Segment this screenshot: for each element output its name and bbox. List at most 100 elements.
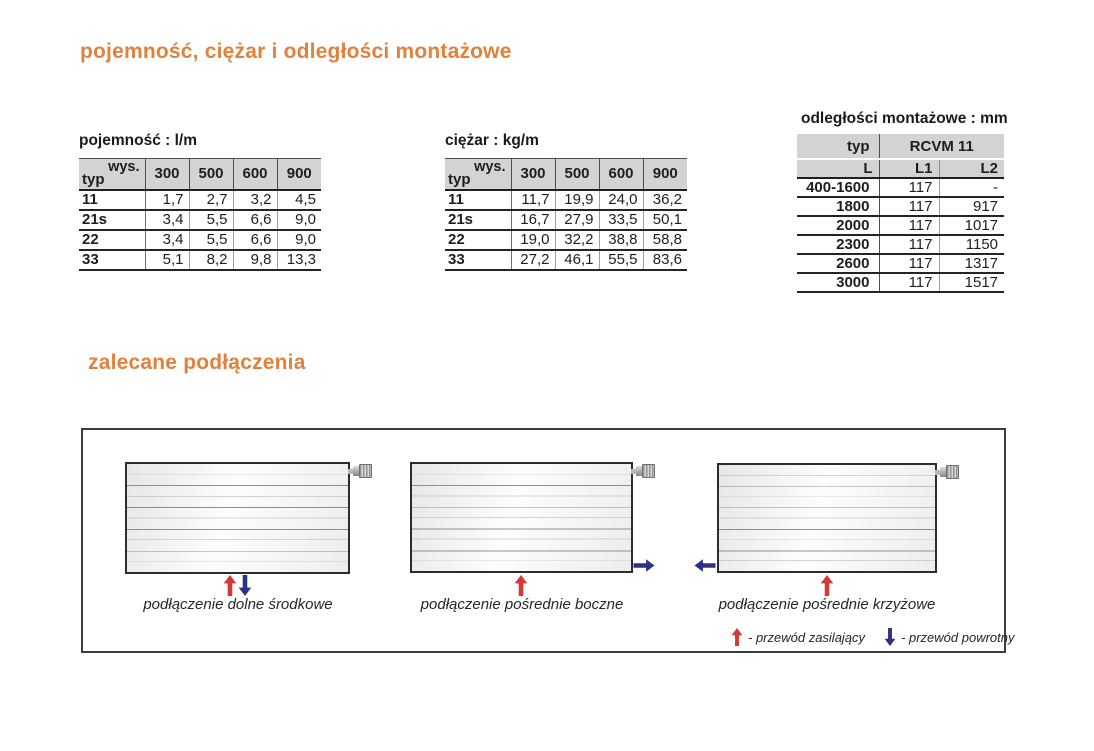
cell: 19,0 xyxy=(510,229,555,251)
cell: 33,5 xyxy=(598,209,643,231)
cell: 27,9 xyxy=(554,209,599,231)
cell: 117 xyxy=(878,216,939,236)
table-row: 400-1600 117 - xyxy=(797,178,1005,198)
cell: 8,2 xyxy=(188,249,233,271)
diagram-caption: podłączenie pośrednie krzyżowe xyxy=(718,596,936,613)
corner-label-wys: wys. xyxy=(474,159,506,175)
return-arrow-icon xyxy=(633,559,655,573)
table-row: 3000 117 1517 xyxy=(797,273,1005,293)
table-row: 21s 3,4 5,5 6,6 9,0 xyxy=(79,209,321,231)
header-row: wys. typ 300 500 600 900 xyxy=(445,158,687,191)
legend-return-label: - przewód powrotny xyxy=(901,629,1015,645)
row-label: 22 xyxy=(445,229,511,251)
cell: 1517 xyxy=(938,273,1005,293)
cell: 55,5 xyxy=(598,249,643,271)
weight-table: wys. typ 300 500 600 900 11 11,7 19,9 24… xyxy=(445,158,687,271)
cell: 9,0 xyxy=(276,209,321,231)
row-label: 2300 xyxy=(797,235,879,255)
cell: 1017 xyxy=(938,216,1005,236)
diagram-caption: podłączenie dolne środkowe xyxy=(143,596,333,613)
supply-arrow-icon xyxy=(223,575,237,596)
table-row: 22 3,4 5,5 6,6 9,0 xyxy=(79,229,321,251)
cell: 117 xyxy=(878,273,939,293)
column-header: 900 xyxy=(276,158,321,191)
return-arrow-icon xyxy=(884,628,896,646)
row-label: 33 xyxy=(79,249,145,271)
column-header-L: L xyxy=(797,159,879,179)
row-label: 2600 xyxy=(797,254,879,274)
cell: 9,8 xyxy=(232,249,277,271)
row-label: 1800 xyxy=(797,197,879,217)
valve-icon xyxy=(348,464,372,478)
column-header: 900 xyxy=(642,158,687,191)
radiator-diagram xyxy=(125,462,372,574)
legend-supply-label: - przewód zasilający xyxy=(748,629,866,645)
diagram-caption: podłączenie pośrednie boczne xyxy=(420,596,624,613)
table-row: 1800 117 917 xyxy=(797,197,1005,217)
column-header-L2: L2 xyxy=(938,159,1005,179)
cell: - xyxy=(938,178,1005,198)
row-label: 3000 xyxy=(797,273,879,293)
capacity-table: wys. typ 300 500 600 900 11 1,7 2,7 3,2 … xyxy=(79,158,321,271)
row-label: 21s xyxy=(79,209,145,231)
table-row: 11 11,7 19,9 24,0 36,2 xyxy=(445,189,687,211)
cell: 5,5 xyxy=(188,229,233,251)
page-title: pojemność, ciężar i odległości montażowe xyxy=(80,40,512,63)
header-row: typ RCVM 11 xyxy=(797,134,1005,160)
cell: 4,5 xyxy=(276,189,321,211)
cell: 24,0 xyxy=(598,189,643,211)
cell: 1150 xyxy=(938,235,1005,255)
cell: 27,2 xyxy=(510,249,555,271)
cell: 16,7 xyxy=(510,209,555,231)
table-row: 11 1,7 2,7 3,2 4,5 xyxy=(79,189,321,211)
valve-icon xyxy=(631,464,655,478)
section-title-connections: zalecane podłączenia xyxy=(88,351,306,374)
corner-label-typ: typ xyxy=(448,170,471,188)
mounting-table: typ RCVM 11 L L1 L2 400-1600 117 - 1800 … xyxy=(797,134,1005,293)
column-header-L1: L1 xyxy=(878,159,939,179)
corner-cell: wys. typ xyxy=(445,158,511,191)
cell: 32,2 xyxy=(554,229,599,251)
cell: 6,6 xyxy=(232,209,277,231)
cell: 36,2 xyxy=(642,189,687,211)
cell: 1317 xyxy=(938,254,1005,274)
cell: 3,4 xyxy=(144,209,189,231)
column-header-model: RCVM 11 xyxy=(878,134,1005,160)
cell: 11,7 xyxy=(510,189,555,211)
cell: 50,1 xyxy=(642,209,687,231)
column-header: 600 xyxy=(232,158,277,191)
weight-table-block: ciężar : kg/m wys. typ 300 500 600 900 1… xyxy=(445,133,687,271)
table-row: 33 27,2 46,1 55,5 83,6 xyxy=(445,249,687,271)
subheader-row: L L1 L2 xyxy=(797,159,1005,179)
capacity-table-block: pojemność : l/m wys. typ 300 500 600 900… xyxy=(79,133,321,271)
radiator-diagram xyxy=(410,462,655,573)
cell: 117 xyxy=(878,254,939,274)
table-row: 2600 117 1317 xyxy=(797,254,1005,274)
cell: 117 xyxy=(878,197,939,217)
column-header: 600 xyxy=(598,158,643,191)
cell: 1,7 xyxy=(144,189,189,211)
row-label: 11 xyxy=(445,189,511,211)
weight-table-label: ciężar : kg/m xyxy=(445,132,539,149)
cell: 3,2 xyxy=(232,189,277,211)
row-label: 400-1600 xyxy=(797,178,879,198)
column-header: 500 xyxy=(554,158,599,191)
header-row: wys. typ 300 500 600 900 xyxy=(79,158,321,191)
row-label: 2000 xyxy=(797,216,879,236)
column-header: 500 xyxy=(188,158,233,191)
mounting-table-label: odległości montażowe : mm xyxy=(801,110,1008,127)
corner-cell: wys. typ xyxy=(79,158,145,191)
table-row: 33 5,1 8,2 9,8 13,3 xyxy=(79,249,321,271)
return-arrow-icon xyxy=(694,559,716,573)
cell: 2,7 xyxy=(188,189,233,211)
cell: 19,9 xyxy=(554,189,599,211)
cell: 5,1 xyxy=(144,249,189,271)
corner-label-wys: wys. xyxy=(108,159,140,175)
supply-arrow-icon xyxy=(820,575,834,596)
mounting-table-block: odległości montażowe : mm typ RCVM 11 L … xyxy=(797,110,1008,293)
cell: 3,4 xyxy=(144,229,189,251)
cell: 46,1 xyxy=(554,249,599,271)
table-row: 22 19,0 32,2 38,8 58,8 xyxy=(445,229,687,251)
supply-arrow-icon xyxy=(731,628,743,646)
